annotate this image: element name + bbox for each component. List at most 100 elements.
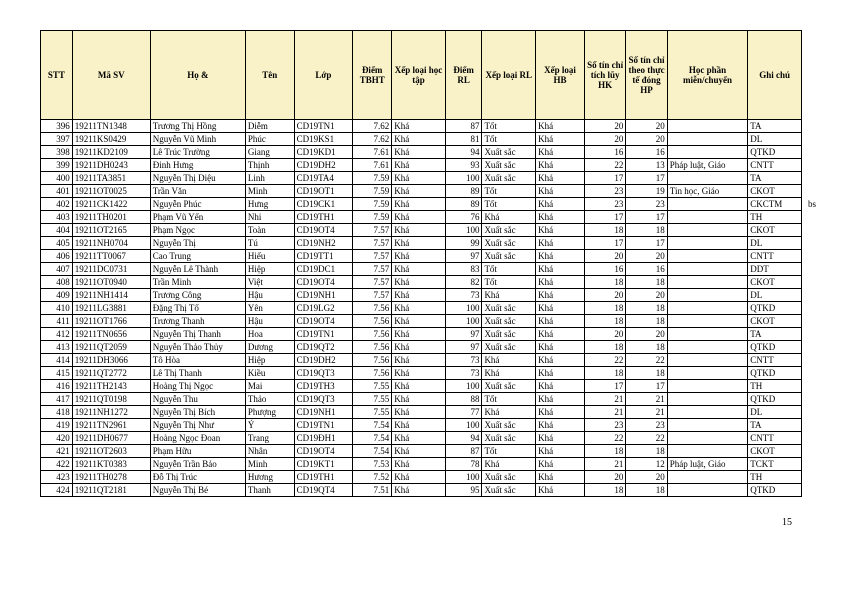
- cell-tbht: 7.52: [353, 471, 392, 484]
- cell-tbht: 7.57: [353, 224, 392, 237]
- cell-ghichu: DL: [748, 133, 802, 146]
- cell-tinhp: 18: [626, 445, 667, 458]
- cell-tinhk: 17: [584, 237, 625, 250]
- cell-drl: 82: [445, 276, 482, 289]
- cell-ho: Trần Văn: [150, 185, 245, 198]
- cell-tinhk: 22: [584, 354, 625, 367]
- cell-masv: 19211TT0067: [72, 250, 150, 263]
- cell-masv: 19211QT0198: [72, 393, 150, 406]
- cell-xlhb: Khá: [536, 146, 585, 159]
- cell-tinhp: 21: [626, 393, 667, 406]
- cell-stt: 396: [41, 120, 73, 133]
- cell-ho: Nguyễn Thảo Thủy: [150, 341, 245, 354]
- cell-xlht: Khá: [392, 315, 446, 328]
- cell-tinhp: 22: [626, 432, 667, 445]
- cell-ghichu: CKOT: [748, 445, 802, 458]
- cell-ten: Phượng: [245, 406, 294, 419]
- cell-lop: CD19TN1: [294, 419, 353, 432]
- cell-lop: CD19KS1: [294, 133, 353, 146]
- cell-tbht: 7.62: [353, 120, 392, 133]
- cell-xlrl: Xuất sắc: [482, 328, 536, 341]
- cell-xlrl: Xuất sắc: [482, 380, 536, 393]
- cell-xlrl: Tốt: [482, 198, 536, 211]
- cell-masv: 19211KS0429: [72, 133, 150, 146]
- cell-ho: Trương Thanh: [150, 315, 245, 328]
- table-row: 41519211QT2772Lê Thị ThanhKiềuCD19QT37.5…: [41, 367, 802, 380]
- cell-lop: CD19NH2: [294, 237, 353, 250]
- cell-lop: CD19QT4: [294, 484, 353, 497]
- cell-xlht: Khá: [392, 263, 446, 276]
- cell-ten: Nhân: [245, 445, 294, 458]
- cell-xlhb: Khá: [536, 250, 585, 263]
- cell-tinhp: 20: [626, 471, 667, 484]
- table-row: 40219211CK1422Nguyễn PhúcHưngCD19CK17.59…: [41, 198, 802, 211]
- cell-tinhp: 18: [626, 302, 667, 315]
- cell-masv: 19211TH0201: [72, 211, 150, 224]
- cell-xlrl: Xuất sắc: [482, 341, 536, 354]
- cell-ghichu: CKOT: [748, 224, 802, 237]
- cell-ghichu: TCKT: [748, 458, 802, 471]
- cell-ten: Minh: [245, 458, 294, 471]
- cell-lop: CD19TA4: [294, 172, 353, 185]
- cell-lop: CD19QT3: [294, 393, 353, 406]
- table-header-row: STTMã SVHọ &TênLớpĐiểm TBHTXếp loại học …: [41, 31, 802, 120]
- cell-lop: CD19OT4: [294, 315, 353, 328]
- col-xlht: Xếp loại học tập: [392, 31, 446, 120]
- table-row: 40119211OT0025Trần VănMinhCD19OT17.59Khá…: [41, 185, 802, 198]
- table-row: 39719211KS0429Nguyễn Vũ MinhPhúcCD19KS17…: [41, 133, 802, 146]
- cell-ten: Mai: [245, 380, 294, 393]
- cell-tinhk: 18: [584, 445, 625, 458]
- cell-xlrl: Xuất sắc: [482, 237, 536, 250]
- table-row: 40619211TT0067Cao TrungHiếuCD19TT17.57Kh…: [41, 250, 802, 263]
- cell-tinhk: 21: [584, 393, 625, 406]
- cell-stt: 421: [41, 445, 73, 458]
- cell-lop: CD19TH1: [294, 471, 353, 484]
- cell-xlrl: Tốt: [482, 393, 536, 406]
- cell-lop: CD19ĐH1: [294, 432, 353, 445]
- cell-xlhb: Khá: [536, 406, 585, 419]
- cell-xlht: Khá: [392, 133, 446, 146]
- cell-lop: CD19DC1: [294, 263, 353, 276]
- cell-masv: 19211NH1414: [72, 289, 150, 302]
- cell-drl: 83: [445, 263, 482, 276]
- cell-ghichu: QTKD: [748, 367, 802, 380]
- cell-drl: 73: [445, 289, 482, 302]
- cell-xlrl: Xuất sắc: [482, 432, 536, 445]
- cell-xlhb: Khá: [536, 276, 585, 289]
- cell-xlhb: Khá: [536, 289, 585, 302]
- cell-xlhb: Khá: [536, 484, 585, 497]
- cell-tbht: 7.51: [353, 484, 392, 497]
- cell-xlhb: Khá: [536, 159, 585, 172]
- cell-ghichu: DL: [748, 406, 802, 419]
- cell-tbht: 7.59: [353, 198, 392, 211]
- cell-stt: 418: [41, 406, 73, 419]
- cell-xlhb: Khá: [536, 198, 585, 211]
- cell-tbht: 7.56: [353, 328, 392, 341]
- cell-ghichu: TA: [748, 419, 802, 432]
- cell-drl: 100: [445, 419, 482, 432]
- cell-xlhb: Khá: [536, 367, 585, 380]
- cell-tinhk: 18: [584, 224, 625, 237]
- cell-ho: Cao Trung: [150, 250, 245, 263]
- cell-ten: Giang: [245, 146, 294, 159]
- cell-xlhb: Khá: [536, 445, 585, 458]
- cell-xlhb: Khá: [536, 380, 585, 393]
- cell-tinhk: 20: [584, 289, 625, 302]
- cell-ten: Hưng: [245, 198, 294, 211]
- cell-ho: Phạm Ngọc: [150, 224, 245, 237]
- cell-lop: CD19TH3: [294, 380, 353, 393]
- cell-drl: 97: [445, 328, 482, 341]
- cell-masv: 19211OT2603: [72, 445, 150, 458]
- cell-mien: [667, 328, 747, 341]
- cell-ghichu: QTKD: [748, 302, 802, 315]
- cell-xlht: Khá: [392, 302, 446, 315]
- cell-xlhb: Khá: [536, 224, 585, 237]
- cell-xlht: Khá: [392, 250, 446, 263]
- table-row: 40919211NH1414Trương CôngHậuCD19NH17.57K…: [41, 289, 802, 302]
- cell-tbht: 7.54: [353, 445, 392, 458]
- cell-tbht: 7.59: [353, 211, 392, 224]
- cell-ho: Nguyễn Thị Như: [150, 419, 245, 432]
- cell-mien: [667, 419, 747, 432]
- cell-mien: [667, 445, 747, 458]
- cell-stt: 407: [41, 263, 73, 276]
